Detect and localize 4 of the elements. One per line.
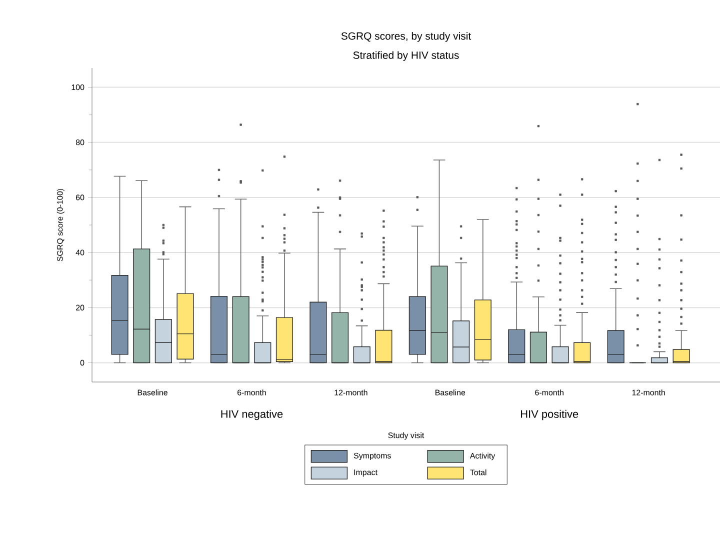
chart-subtitle: Stratified by HIV status bbox=[353, 51, 459, 61]
text: HIV negative bbox=[221, 410, 283, 420]
chart-title: SGRQ scores, by study visit bbox=[341, 32, 472, 42]
text: HIV positive bbox=[521, 410, 578, 420]
